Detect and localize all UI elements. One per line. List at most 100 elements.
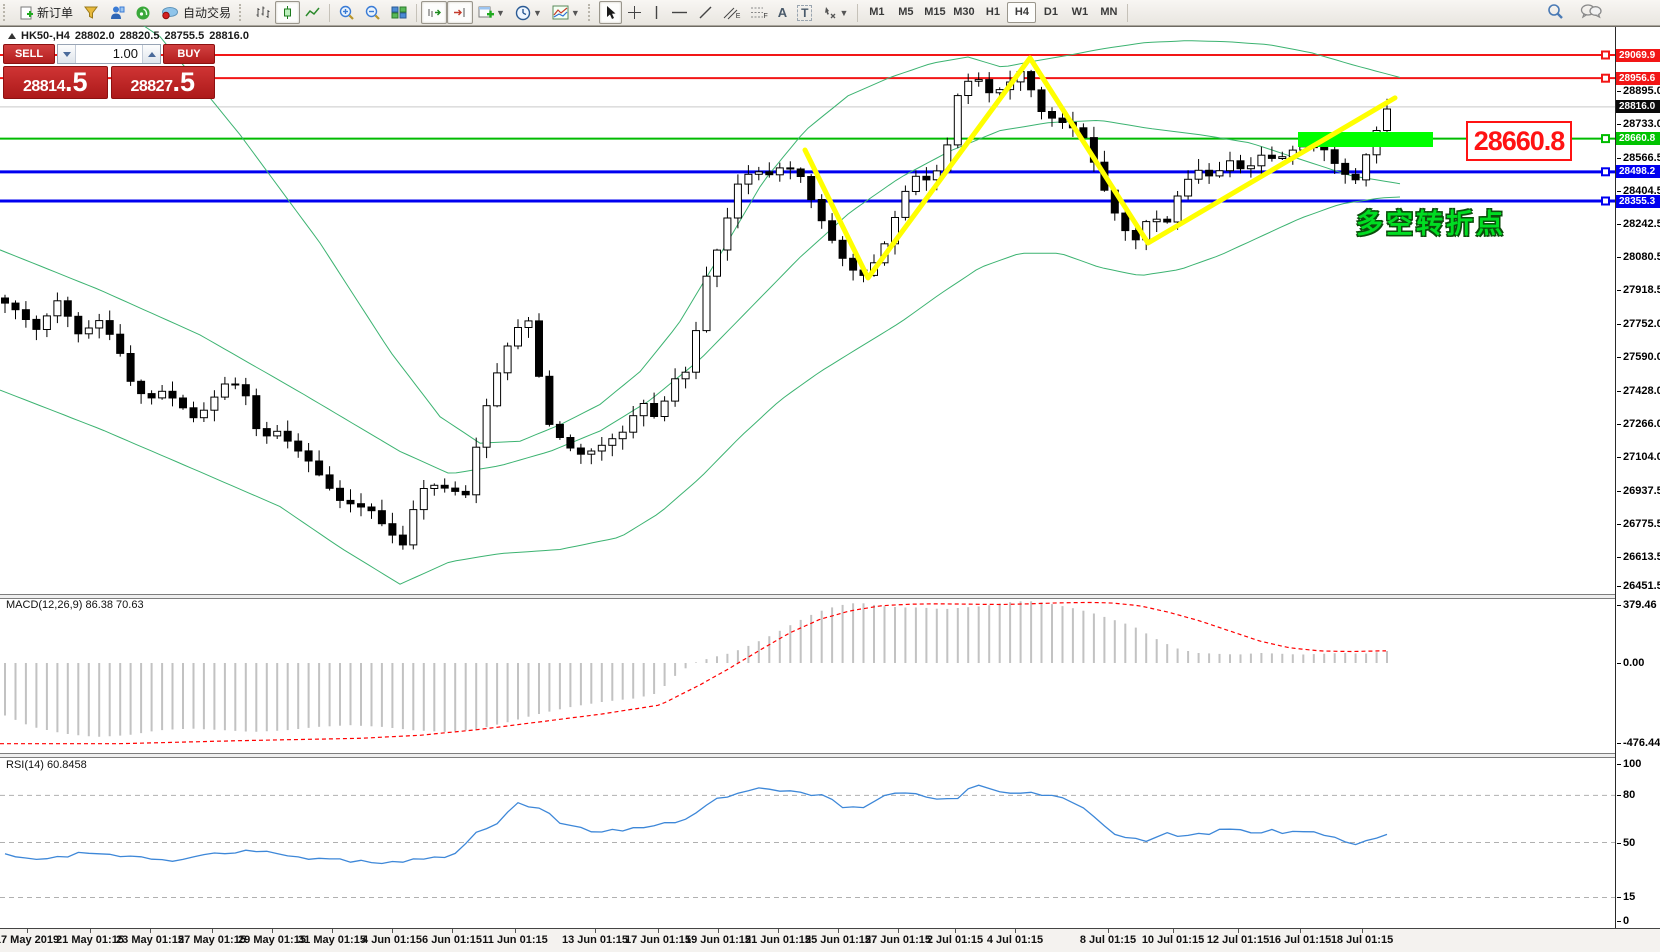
tile-windows-icon: [391, 5, 407, 20]
macd-tick-label: 0.00: [1616, 657, 1644, 669]
candle-body: [409, 509, 418, 546]
buy-price-display[interactable]: 28827.5: [110, 66, 215, 99]
candle-body: [1, 297, 9, 304]
vertical-line-tool-button[interactable]: [647, 1, 666, 24]
signals-button[interactable]: [130, 1, 156, 24]
timeframe-h4-button[interactable]: H4: [1007, 2, 1037, 23]
candle-body: [1163, 218, 1172, 223]
candle-body: [430, 484, 439, 489]
chat-icon[interactable]: [1580, 3, 1602, 22]
timeframe-mn-button[interactable]: MN: [1100, 6, 1118, 18]
timeframe-m30-button[interactable]: M30: [953, 6, 975, 18]
candle-body: [84, 327, 93, 335]
candle-body: [828, 220, 837, 241]
auto-trading-label: 自动交易: [183, 6, 232, 20]
period-dropdown[interactable]: ▼: [510, 1, 547, 24]
toolbar-separator: [1127, 3, 1129, 22]
main-toolbar: 新订单 自动交易: [0, 0, 1660, 26]
candle-body: [974, 79, 983, 82]
price-tick-label: 26937.5: [1616, 485, 1660, 497]
horizontal-line-tool-button[interactable]: [666, 1, 693, 24]
sell-price-display[interactable]: 28814.5: [3, 66, 108, 99]
price-badge: 28956.6: [1616, 71, 1660, 85]
toolbar-grip[interactable]: [3, 4, 10, 21]
candle-body: [419, 488, 428, 511]
collapse-panel-icon[interactable]: [8, 33, 16, 39]
level-endpoint-marker[interactable]: [1601, 50, 1610, 60]
toolbar-grip[interactable]: [239, 4, 246, 21]
trendline-tool-button[interactable]: [693, 1, 718, 24]
zoom-out-button[interactable]: [360, 1, 386, 24]
zoom-in-button[interactable]: [334, 1, 360, 24]
new-order-button[interactable]: 新订单: [14, 1, 78, 24]
triangle-up-icon: [147, 51, 156, 57]
candle-body: [105, 320, 114, 335]
volume-decrease-button[interactable]: [58, 45, 76, 63]
sell-button[interactable]: SELL: [3, 44, 55, 64]
trader-profile-icon: [109, 5, 125, 20]
line-chart-mode-button[interactable]: [300, 1, 325, 24]
chart-frame-border: [0, 26, 1660, 27]
volume-increase-button[interactable]: [142, 45, 160, 63]
new-chart-dropdown[interactable]: ▼: [473, 1, 510, 24]
level-endpoint-marker[interactable]: [1601, 73, 1610, 83]
timeframe-d1-button[interactable]: D1: [1043, 6, 1058, 18]
tile-windows-button[interactable]: [386, 1, 412, 24]
crosshair-icon: [627, 5, 642, 20]
level-endpoint-marker[interactable]: [1601, 196, 1610, 206]
candle-body: [1048, 111, 1056, 119]
candle-body: [618, 431, 627, 440]
trader-profile-button[interactable]: [104, 1, 130, 24]
pane-divider[interactable]: [0, 594, 1660, 599]
auto-scroll-button[interactable]: [421, 1, 448, 24]
timeframe-m5-button[interactable]: M5: [898, 6, 914, 18]
candle-body: [1205, 169, 1214, 177]
chevron-down-icon: ▼: [570, 7, 580, 18]
level-endpoint-marker[interactable]: [1601, 167, 1610, 177]
candle-body: [1131, 230, 1140, 241]
timeframe-w1-button[interactable]: W1: [1071, 6, 1089, 18]
candle-body: [315, 460, 324, 476]
candle-body: [985, 79, 994, 94]
candlestick-mode-button[interactable]: [275, 1, 301, 24]
arrows-tool-dropdown[interactable]: ▼: [817, 1, 853, 24]
one-click-trading-panel: SELL 1.00 BUY 28814.5 28827.5: [3, 44, 215, 99]
search-icon[interactable]: [1547, 3, 1564, 23]
level-endpoint-marker[interactable]: [1601, 134, 1610, 144]
indicators-dropdown[interactable]: ▼: [547, 1, 585, 24]
pane-divider[interactable]: [0, 753, 1660, 758]
candle-body: [639, 403, 648, 417]
crosshair-tool-button[interactable]: [622, 1, 647, 24]
time-axis[interactable]: [0, 929, 1660, 952]
auto-trading-button[interactable]: 自动交易: [156, 1, 236, 24]
text-tool-button[interactable]: A: [773, 1, 792, 24]
fibonacci-tool-button[interactable]: F: [745, 1, 772, 24]
funnel-icon: [83, 5, 99, 20]
candle-body: [1236, 160, 1245, 170]
zoom-out-icon: [365, 5, 381, 21]
timeframe-m1-button[interactable]: M1: [869, 6, 885, 18]
candle-body: [1362, 154, 1371, 181]
new-order-icon: [19, 6, 33, 20]
zigzag-trendline[interactable]: [802, 55, 1398, 281]
new-chart-icon: [478, 5, 495, 20]
cursor-tool-button[interactable]: [598, 1, 622, 24]
candle-body: [189, 407, 198, 419]
timeframe-m15-button[interactable]: M15: [924, 6, 946, 18]
candle-body: [681, 371, 690, 380]
toolbar-grip[interactable]: [587, 4, 595, 21]
candle-body: [1121, 212, 1130, 232]
equidistant-channel-tool-button[interactable]: E: [718, 1, 746, 24]
candle-body: [398, 534, 407, 546]
price-tick-label: 28733.0: [1616, 118, 1660, 130]
chart-shift-button[interactable]: [447, 1, 474, 24]
metaeditor-button[interactable]: [78, 1, 104, 24]
rsi-line: [4, 784, 1388, 865]
bar-chart-mode-button[interactable]: [250, 1, 275, 24]
volume-input[interactable]: 1.00: [112, 46, 138, 61]
text-label-tool-button[interactable]: T: [792, 1, 817, 24]
candle-body: [126, 353, 135, 382]
buy-button[interactable]: BUY: [163, 44, 215, 64]
candle-body: [786, 167, 795, 170]
timeframe-h1-button[interactable]: H1: [985, 6, 1000, 18]
